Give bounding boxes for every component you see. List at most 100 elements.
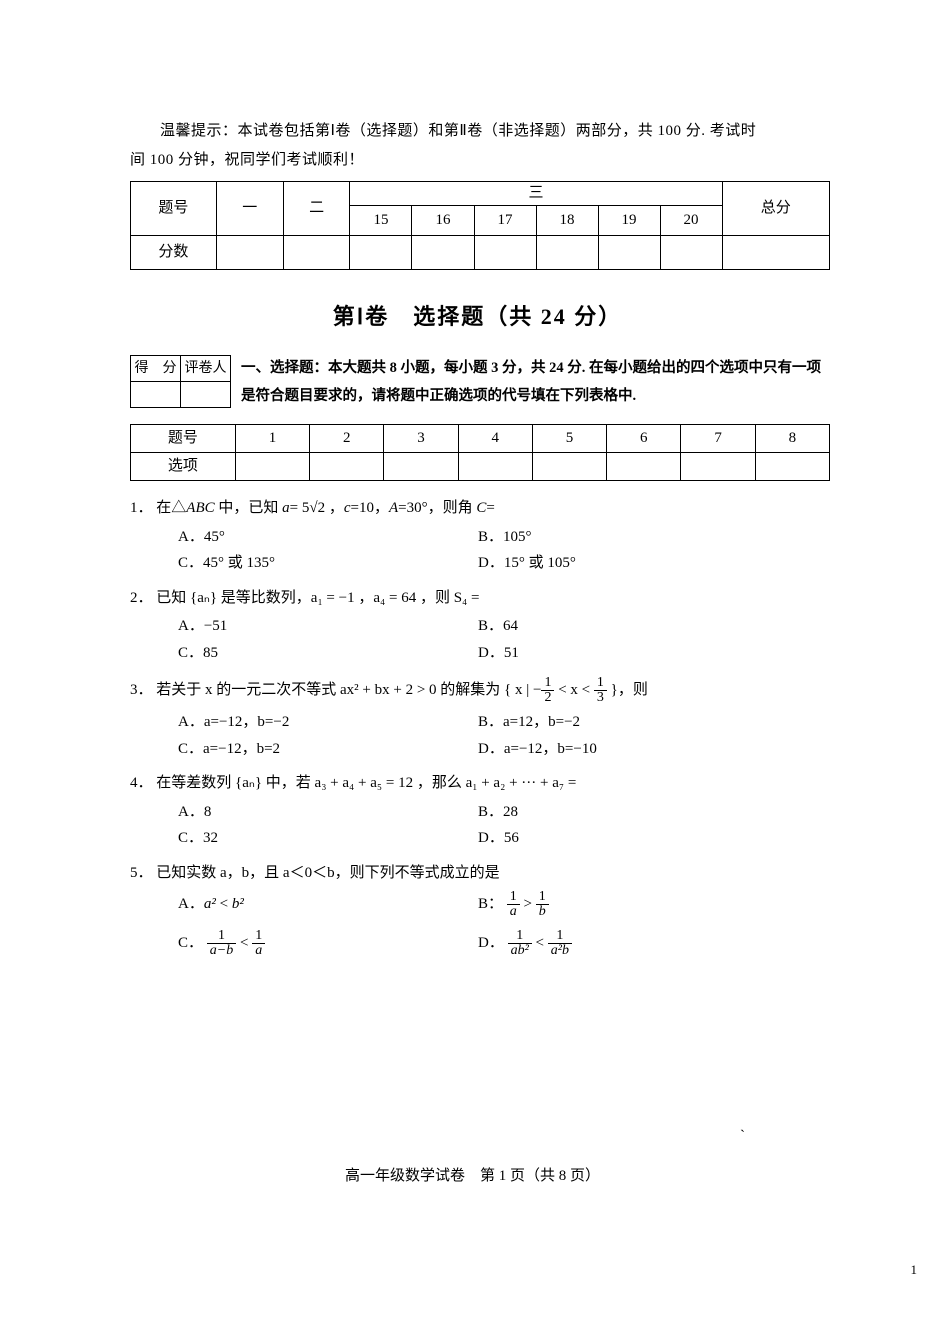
q5-num: 5．	[130, 865, 153, 881]
q2-stem: 已知 {aₙ} 是等比数列，a₁ = −1 ，a₄ = 64 ，则 S₄ =	[156, 590, 479, 606]
q2-opt-a: A．−51	[178, 615, 478, 638]
score-cell	[536, 236, 598, 270]
q4-stem: 在等差数列 {aₙ} 中，若 a₃ + a₄ + a₅ = 12 ，那么 a₁ …	[156, 775, 576, 791]
tick-mark-icon: ˋ	[740, 1125, 745, 1148]
instruction-text: 一、选择题：本大题共 8 小题，每小题 3 分，共 24 分. 在每小题给出的四…	[130, 355, 825, 410]
q1-opt-b: B．105°	[478, 526, 738, 549]
score-total-label: 总分	[722, 182, 829, 236]
answer-row2-label: 选项	[131, 453, 236, 481]
q1-eq1: = 5√2 ，	[290, 500, 344, 516]
score-header-numlabel: 题号	[131, 182, 217, 236]
answer-num: 3	[384, 425, 458, 453]
q4-opt-a: A．8	[178, 801, 478, 824]
q1-Acap: A	[389, 500, 398, 516]
marker-score-label: 得 分	[131, 356, 181, 382]
answer-num: 6	[607, 425, 681, 453]
q2-options: A．−51 B．64 C．85 D．51	[178, 615, 825, 664]
question-1: 1． 在△ABC 中，已知 a= 5√2 ，c=10，A=30°，则角 C=	[130, 497, 825, 520]
exam-page: 温馨提示：本试卷包括第Ⅰ卷（选择题）和第Ⅱ卷（非选择题）两部分，共 100 分.…	[0, 0, 945, 1002]
q5-opt-d: D． 1ab² < 1a²b	[478, 929, 738, 958]
answer-cell	[235, 453, 309, 481]
q1-stem-1: 在△	[156, 500, 186, 516]
q2-opt-c: C．85	[178, 642, 478, 665]
q1-options: A．45° B．105° C．45° 或 135° D．15° 或 105°	[178, 526, 825, 575]
q4-options: A．8 B．28 C．32 D．56	[178, 801, 825, 850]
question-3: 3． 若关于 x 的一元二次不等式 ax² + bx + 2 > 0 的解集为 …	[130, 676, 825, 705]
q1-eq2: =10，	[351, 500, 389, 516]
answer-cell	[310, 453, 384, 481]
answer-num: 2	[310, 425, 384, 453]
q1-eq3: =30°，则角	[398, 500, 476, 516]
q2-opt-b: B．64	[478, 615, 738, 638]
marker-reviewer-label: 评卷人	[181, 356, 231, 382]
q4-opt-d: D．56	[478, 827, 738, 850]
question-2: 2． 已知 {aₙ} 是等比数列，a₁ = −1 ，a₄ = 64 ，则 S₄ …	[130, 587, 825, 610]
score-sub-18: 18	[536, 206, 598, 236]
intro-line1: 温馨提示：本试卷包括第Ⅰ卷（选择题）和第Ⅱ卷（非选择题）两部分，共 100 分.…	[130, 120, 825, 143]
score-sub-16: 16	[412, 206, 474, 236]
answer-cell	[681, 453, 755, 481]
score-sub-20: 20	[660, 206, 722, 236]
answer-row1-label: 题号	[131, 425, 236, 453]
score-cell	[283, 236, 350, 270]
answer-num: 5	[532, 425, 606, 453]
score-table: 题号 一 二 三 总分 15 16 17 18 19 20 分数	[130, 181, 830, 270]
q2-opt-d: D．51	[478, 642, 738, 665]
q5-opt-c: C． 1a−b < 1a	[178, 929, 478, 958]
score-cell	[722, 236, 829, 270]
q1-Ccap: C	[476, 500, 486, 516]
q1-opt-c: C．45° 或 135°	[178, 552, 478, 575]
q3-options: A．a=−12，b=−2 B．a=12，b=−2 C．a=−12，b=2 D．a…	[178, 711, 825, 760]
score-cell	[350, 236, 412, 270]
q3-opt-a: A．a=−12，b=−2	[178, 711, 478, 734]
score-cell	[474, 236, 536, 270]
score-sub-19: 19	[598, 206, 660, 236]
q5-opt-a: A．a² < b²	[178, 893, 478, 916]
q3-stem-mid: < x <	[554, 682, 593, 698]
q1-stem-2: 中，已知	[215, 500, 283, 516]
q5-options: A．a² < b² B： 1a > 1b C． 1a−b < 1a D． 1ab…	[178, 890, 825, 958]
answer-num: 7	[681, 425, 755, 453]
answer-cell	[458, 453, 532, 481]
answer-grid: 题号 1 2 3 4 5 6 7 8 选项	[130, 424, 830, 481]
score-col-3-header: 三	[350, 182, 722, 206]
q1-end: =	[486, 500, 494, 516]
q4-opt-c: C．32	[178, 827, 478, 850]
marker-table: 得 分 评卷人	[130, 355, 231, 408]
q1-abc: ABC	[186, 500, 214, 516]
score-col-1: 一	[216, 182, 283, 236]
score-cell	[660, 236, 722, 270]
q3-opt-b: B．a=12，b=−2	[478, 711, 738, 734]
q4-num: 4．	[130, 775, 153, 791]
intro-line2: 间 100 分钟，祝同学们考试顺利！	[130, 149, 825, 172]
q1-opt-d: D．15° 或 105°	[478, 552, 738, 575]
score-cell	[216, 236, 283, 270]
q1-opt-a: A．45°	[178, 526, 478, 549]
score-sub-17: 17	[474, 206, 536, 236]
q3-frac2: 13	[594, 676, 607, 705]
answer-num: 8	[755, 425, 829, 453]
score-row-label: 分数	[131, 236, 217, 270]
q3-opt-d: D．a=−12，b=−10	[478, 738, 738, 761]
page-number-small: 1	[911, 1260, 918, 1280]
page-footer: 高一年级数学试卷 第 1 页（共 8 页）	[0, 1165, 945, 1188]
answer-cell	[384, 453, 458, 481]
instruction-block: 得 分 评卷人 一、选择题：本大题共 8 小题，每小题 3 分，共 24 分. …	[130, 355, 825, 410]
q1-c: c	[344, 500, 351, 516]
answer-cell	[532, 453, 606, 481]
q2-num: 2．	[130, 590, 153, 606]
question-5: 5． 已知实数 a，b，且 a＜0＜b，则下列不等式成立的是	[130, 862, 825, 885]
q3-opt-c: C．a=−12，b=2	[178, 738, 478, 761]
score-sub-15: 15	[350, 206, 412, 236]
marker-score-cell	[131, 382, 181, 408]
q3-num: 3．	[130, 682, 153, 698]
answer-num: 1	[235, 425, 309, 453]
score-col-2: 二	[283, 182, 350, 236]
q3-stem-2: }，则	[607, 682, 648, 698]
q5-stem: 已知实数 a，b，且 a＜0＜b，则下列不等式成立的是	[156, 865, 499, 881]
score-cell	[412, 236, 474, 270]
q3-frac1: 12	[541, 676, 554, 705]
q1-a: a	[282, 500, 290, 516]
q5-opt-b: B： 1a > 1b	[478, 890, 738, 919]
q1-num: 1．	[130, 500, 153, 516]
